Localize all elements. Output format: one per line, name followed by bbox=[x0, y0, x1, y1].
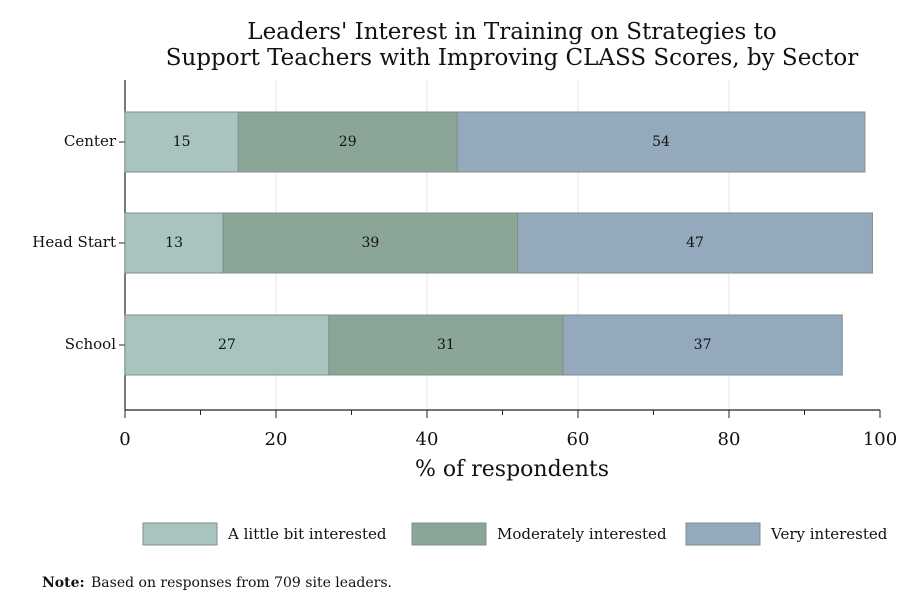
x-tick-label: 0 bbox=[119, 429, 130, 450]
bar-segment bbox=[124, 111, 239, 173]
y-tick-label: School bbox=[65, 335, 116, 353]
data-label: 27 bbox=[218, 337, 236, 353]
bar-segment bbox=[562, 314, 843, 376]
data-label: 39 bbox=[361, 235, 379, 251]
x-axis-label: % of respondents bbox=[415, 457, 609, 482]
data-label: 13 bbox=[165, 235, 183, 251]
chart-title: Leaders' Interest in Training on Strateg… bbox=[247, 19, 776, 45]
bar-segment bbox=[456, 111, 866, 173]
bar-segment bbox=[237, 111, 458, 173]
data-label: 29 bbox=[339, 134, 357, 150]
x-tick-label: 20 bbox=[265, 429, 288, 450]
data-label: 37 bbox=[694, 337, 712, 353]
data-label: 54 bbox=[652, 134, 670, 150]
bar-segment bbox=[124, 314, 330, 376]
data-label: 31 bbox=[437, 337, 455, 353]
note-label: Note: bbox=[42, 575, 85, 591]
data-label: 47 bbox=[686, 235, 704, 251]
y-tick-label: Center bbox=[64, 132, 117, 150]
bar-segment bbox=[517, 212, 873, 274]
bar-segment bbox=[328, 314, 564, 376]
bar-segment bbox=[124, 212, 224, 274]
x-tick-label: 40 bbox=[416, 429, 439, 450]
legend-swatch bbox=[685, 522, 761, 546]
x-tick-label: 80 bbox=[718, 429, 741, 450]
y-tick-label: Head Start bbox=[32, 233, 116, 251]
x-tick-label: 100 bbox=[863, 429, 897, 450]
x-tick-label: 60 bbox=[567, 429, 590, 450]
data-label: 15 bbox=[173, 134, 191, 150]
legend-label: A little bit interested bbox=[227, 525, 387, 543]
legend-swatch bbox=[411, 522, 487, 546]
bar-segment bbox=[222, 212, 519, 274]
chart-title: Support Teachers with Improving CLASS Sc… bbox=[166, 45, 859, 71]
legend-swatch bbox=[142, 522, 218, 546]
legend-label: Moderately interested bbox=[497, 525, 667, 543]
legend-label: Very interested bbox=[770, 525, 888, 543]
note: Based on responses from 709 site leaders… bbox=[91, 575, 392, 591]
